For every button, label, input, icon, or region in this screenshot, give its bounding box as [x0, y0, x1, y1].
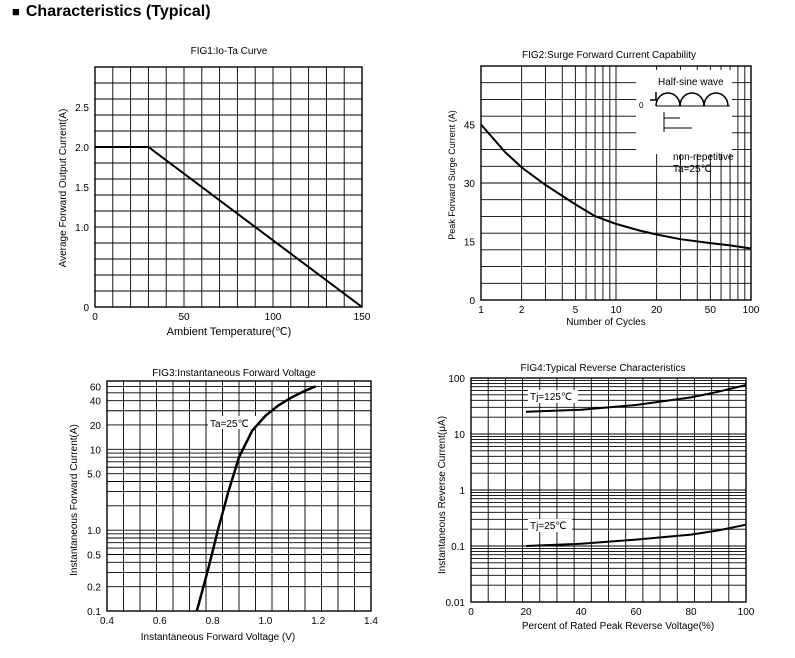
fig3-title: FIG3:Instantaneous Forward Voltage: [152, 368, 316, 379]
fig3-xlabel: Instantaneous Forward Voltage (V): [141, 632, 296, 643]
fig1-series-line: [95, 146, 363, 308]
fig4-label-bg-25: [528, 519, 572, 532]
fig3-ylabel: Instantaneous Forward Current(A): [69, 424, 80, 576]
fig2-annotation-halfsine: Half-sine wave: [658, 77, 724, 88]
fig1-xtick-label: 50: [178, 312, 190, 323]
fig4-title: FIG4:Typical Reverse Characteristics: [520, 363, 685, 374]
fig2-xtick-label: 10: [610, 305, 622, 316]
fig2-inset-marker-icon: [663, 112, 692, 132]
fig4-ytick-label: 10: [454, 430, 466, 441]
fig1-ylabel: Average Forward Output Current(A): [58, 109, 69, 268]
fig3-ytick-label: 0.1: [87, 607, 101, 618]
fig4-xlabel: Percent of Rated Peak Reverse Voltage(%): [522, 621, 714, 632]
fig2-ylabel: Peak Forward Surge Current (A): [447, 110, 457, 240]
fig4-xtick-label: 80: [685, 607, 697, 618]
fig1-ytick-label: 2.5: [75, 103, 89, 114]
fig4-ytick-label: 0.1: [451, 542, 465, 553]
fig3-xtick-label: 1.2: [311, 616, 325, 627]
fig4-xtick-label: 20: [520, 607, 532, 618]
fig4-xtick-label: 60: [630, 607, 642, 618]
fig3-series-line: [195, 385, 317, 612]
fig4-xtick-label: 100: [738, 607, 755, 618]
fig1-ytick-label: 0: [83, 303, 89, 314]
fig3-ytick-label: 0.2: [87, 583, 101, 594]
fig4-series-line-25: [525, 523, 747, 547]
fig4-series-label-125: Tj=125℃: [530, 392, 572, 403]
fig2-xlabel: Number of Cycles: [566, 317, 645, 328]
fig2-chart: FIG2:Surge Forward Current Capability Pe…: [447, 50, 760, 328]
fig3-annotation-bg: [208, 416, 256, 429]
bullet-square-icon: ■: [12, 4, 20, 19]
fig1-ytick-label: 2.0: [75, 143, 89, 154]
fig3-xtick-label: 0.6: [153, 616, 167, 627]
fig3-ytick-label: 40: [90, 397, 102, 408]
fig2-inset-zero: 0: [639, 101, 644, 110]
fig2-series-line: [480, 123, 752, 250]
fig3-xtick-label: 0.4: [100, 616, 114, 627]
half-sine-wave-icon: [650, 92, 730, 107]
fig4-xtick-label: 0: [468, 607, 474, 618]
fig3-plot-frame: [106, 380, 372, 612]
fig1-xlabel: Ambient Temperature(℃): [167, 326, 292, 338]
fig2-annotation-nonrep: non-repetitive: [673, 152, 734, 163]
fig1-xtick-label: 0: [92, 312, 98, 323]
fig4-ytick-label: 0.01: [446, 598, 466, 609]
fig4-xtick-label: 40: [575, 607, 587, 618]
fig4-label-bg-125: [528, 390, 578, 403]
fig2-inset-box: [636, 70, 732, 154]
fig1-grid: [94, 66, 363, 308]
fig2-xtick-label: 2: [519, 305, 525, 316]
fig3-xtick-label: 1.4: [364, 616, 378, 627]
fig2-ytick-label: 45: [464, 121, 476, 132]
fig4-series-line-125: [525, 384, 747, 413]
fig2-ytick-label: 30: [464, 179, 476, 190]
fig1-ytick-label: 1.5: [75, 183, 89, 194]
page-heading: ■ Characteristics (Typical): [12, 3, 211, 21]
fig2-grid: [480, 65, 752, 301]
fig3-chart: FIG3:Instantaneous Forward Voltage Insta…: [69, 368, 378, 643]
fig3-ytick-label: 10: [90, 445, 102, 456]
fig2-xtick-label: 5: [573, 305, 579, 316]
fig3-tick-labels: 0.4 0.6 0.8 1.0 1.2 1.4 0.1 0.2 0.5 1.0 5.0 10 20 40 6…: [87, 382, 378, 627]
fig4-chart: FIG4:Typical Reverse Characteristics Ins…: [437, 363, 755, 632]
fig1-plot-frame: [94, 66, 363, 308]
fig3-annotation-ta: Ta=25℃: [210, 419, 249, 430]
fig2-annotation-ta: Ta=25℃: [673, 164, 712, 175]
fig1-title: FIG1:Io-Ta Curve: [191, 46, 268, 57]
fig3-ytick-label: 1.0: [87, 526, 101, 537]
fig4-ylabel: Instantaneous Reverse Current(μA): [437, 416, 448, 574]
fig3-ytick-label: 20: [90, 421, 102, 432]
fig3-ytick-label: 0.5: [87, 550, 101, 561]
fig3-xtick-label: 1.0: [258, 616, 272, 627]
fig3-ytick-label: 5.0: [87, 470, 101, 481]
fig3-ytick-label: 60: [90, 382, 102, 393]
fig4-grid: [470, 377, 747, 603]
fig2-plot-frame: [480, 65, 752, 301]
fig4-series-label-25: Tj=25℃: [530, 521, 567, 532]
fig2-ytick-label: 15: [464, 238, 476, 249]
fig3-xtick-label: 0.8: [206, 616, 220, 627]
fig2-xtick-label: 50: [705, 305, 717, 316]
fig4-plot-frame: [470, 377, 747, 603]
fig4-ytick-label: 1: [459, 486, 465, 497]
fig1-chart: FIG1:Io-Ta Curve Average Forward Output …: [58, 46, 371, 338]
fig3-grid: [106, 380, 372, 612]
fig1-xtick-label: 150: [354, 312, 371, 323]
fig2-xtick-label: 20: [651, 305, 663, 316]
fig2-xtick-label: 100: [743, 305, 760, 316]
fig1-xtick-label: 100: [265, 312, 282, 323]
fig1-tick-labels: 0 50 100 150 0 1.0 1.5 2.0 2.5: [75, 103, 371, 323]
fig2-xtick-label: 1: [478, 305, 484, 316]
fig1-ytick-label: 1.0: [75, 223, 89, 234]
fig4-tick-labels: 0 20 40 60 80 100 0.01 0.1 1 10 100: [446, 374, 755, 618]
page-title: Characteristics (Typical): [25, 3, 211, 20]
fig2-tick-labels: 1 2 5 10 20 50 100 0 15 30 45: [464, 121, 760, 317]
fig4-ytick-label: 100: [448, 374, 465, 385]
fig2-title: FIG2:Surge Forward Current Capability: [522, 50, 696, 61]
fig2-ytick-label: 0: [469, 296, 475, 307]
